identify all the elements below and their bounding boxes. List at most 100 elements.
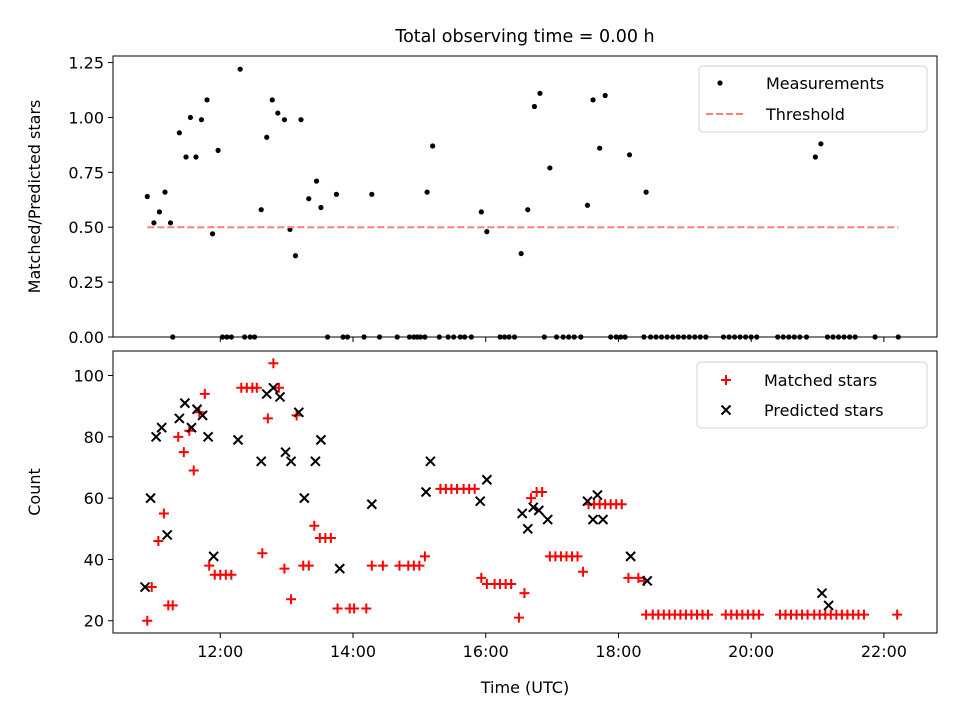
measurement-point xyxy=(162,189,168,195)
bottom-panel: 20 40 60 80 100 12:00 14:00 16:00 18:00 20:00 22:0… xyxy=(25,350,938,697)
matched-stars-point xyxy=(859,609,870,620)
predicted-stars-point xyxy=(256,456,267,467)
predicted-stars-point xyxy=(425,456,436,467)
measurement-point xyxy=(531,103,538,110)
y-tick-label: 100 xyxy=(73,367,104,386)
predicted-stars-point xyxy=(597,514,609,525)
measurement-point xyxy=(258,207,264,213)
predicted-stars-point xyxy=(334,563,345,574)
matched-stars-point xyxy=(158,508,169,519)
matched-stars-point xyxy=(262,413,273,424)
predicted-stars-point xyxy=(274,391,286,403)
matched-stars-point xyxy=(257,548,268,559)
measurement-point xyxy=(198,117,205,123)
matched-stars-point xyxy=(519,588,530,599)
top-panel: 0.00 0.25 0.50 0.75 1.00 1.25 Matched/Predicte… xyxy=(25,54,938,347)
predicted-stars-point xyxy=(186,422,197,433)
y-tick-label: 0.00 xyxy=(68,328,104,347)
matched-stars-point xyxy=(142,615,153,626)
predicted-stars-point xyxy=(197,410,208,421)
predicted-stars-point xyxy=(420,486,432,498)
legend: Matched stars Predicted stars xyxy=(696,361,928,429)
matched-stars-point xyxy=(578,566,589,577)
x-tick-label: 12:00 xyxy=(197,642,243,661)
matched-stars-point xyxy=(377,560,388,571)
matched-stars-point xyxy=(366,560,377,571)
x-tick-label: 22:00 xyxy=(861,642,907,661)
predicted-stars-point xyxy=(528,502,539,513)
matched-stars-point xyxy=(286,594,297,605)
measurement-point xyxy=(484,229,490,235)
matched-stars-point xyxy=(469,483,480,494)
measurement-point xyxy=(275,110,281,116)
predicted-stars-point xyxy=(481,474,493,485)
measurement-point xyxy=(602,92,608,99)
matched-stars-point xyxy=(309,520,320,531)
x-axis-label: Time (UTC) xyxy=(480,678,569,697)
predicted-stars-point xyxy=(592,489,603,501)
predicted-stars-point xyxy=(366,499,378,510)
measurement-point xyxy=(176,130,182,136)
axes-frame xyxy=(112,55,938,338)
predicted-stars-point xyxy=(208,551,219,562)
matched-stars-point xyxy=(394,560,405,571)
legend-marker xyxy=(717,80,723,86)
matched-stars-point xyxy=(178,447,189,458)
matched-stars-point xyxy=(199,388,210,399)
axes-frame xyxy=(112,350,938,634)
predicted-stars-point xyxy=(285,456,297,467)
measurement-point xyxy=(209,231,216,237)
measurement-point xyxy=(281,117,288,123)
matched-stars-point xyxy=(268,358,279,369)
matched-stars-point xyxy=(332,603,343,614)
y-tick-label: 1.00 xyxy=(68,108,104,127)
predicted-stars-point xyxy=(145,492,156,504)
y-tick-label: 20 xyxy=(84,612,104,631)
measurement-point xyxy=(318,204,324,211)
measurement-point xyxy=(237,66,243,72)
matched-stars-point xyxy=(623,572,634,583)
measurement-point xyxy=(369,191,375,197)
matched-stars-point xyxy=(513,612,524,623)
measurement-point xyxy=(264,134,270,140)
measurement-point xyxy=(478,209,484,215)
predicted-stars-point xyxy=(174,413,185,424)
predicted-stars-point xyxy=(542,514,553,525)
matched-stars-point xyxy=(703,609,714,620)
legend-box xyxy=(698,65,928,133)
measurement-point xyxy=(187,114,194,121)
matched-stars-point xyxy=(892,609,903,620)
predicted-stars-point xyxy=(179,397,191,409)
y-tick-label: 0.25 xyxy=(68,273,104,292)
predicted-stars-point xyxy=(299,492,310,504)
legend-box xyxy=(696,361,928,429)
measurement-point xyxy=(144,193,150,200)
predicted-stars-point xyxy=(310,456,321,467)
matched-stars-point xyxy=(526,493,537,504)
legend: Measurements Threshold xyxy=(698,65,928,133)
measurement-point xyxy=(193,154,199,160)
matched-stars-point xyxy=(419,551,430,562)
matched-stars-point xyxy=(537,487,548,497)
y-tick-label: 0.50 xyxy=(68,218,104,237)
measurement-point xyxy=(626,152,633,158)
predicted-stars-point xyxy=(517,508,528,519)
measurement-point xyxy=(818,141,824,147)
measurement-point xyxy=(643,189,649,195)
measurement-point xyxy=(333,191,340,197)
matched-stars-point xyxy=(506,578,517,589)
matched-stars-point xyxy=(167,600,178,611)
predicted-stars-point xyxy=(268,382,279,393)
series-x xyxy=(139,382,834,611)
measurement-point xyxy=(812,154,818,160)
matched-stars-point xyxy=(146,582,157,593)
predicted-stars-point xyxy=(816,587,828,599)
y-tick-label: 60 xyxy=(84,489,104,508)
y-tick-label: 80 xyxy=(84,428,104,447)
measurement-point xyxy=(269,97,275,103)
y-tick-label: 0.75 xyxy=(68,163,104,182)
predicted-stars-point xyxy=(150,431,162,443)
matched-stars-point xyxy=(204,560,215,571)
predicted-stars-point xyxy=(823,600,834,611)
